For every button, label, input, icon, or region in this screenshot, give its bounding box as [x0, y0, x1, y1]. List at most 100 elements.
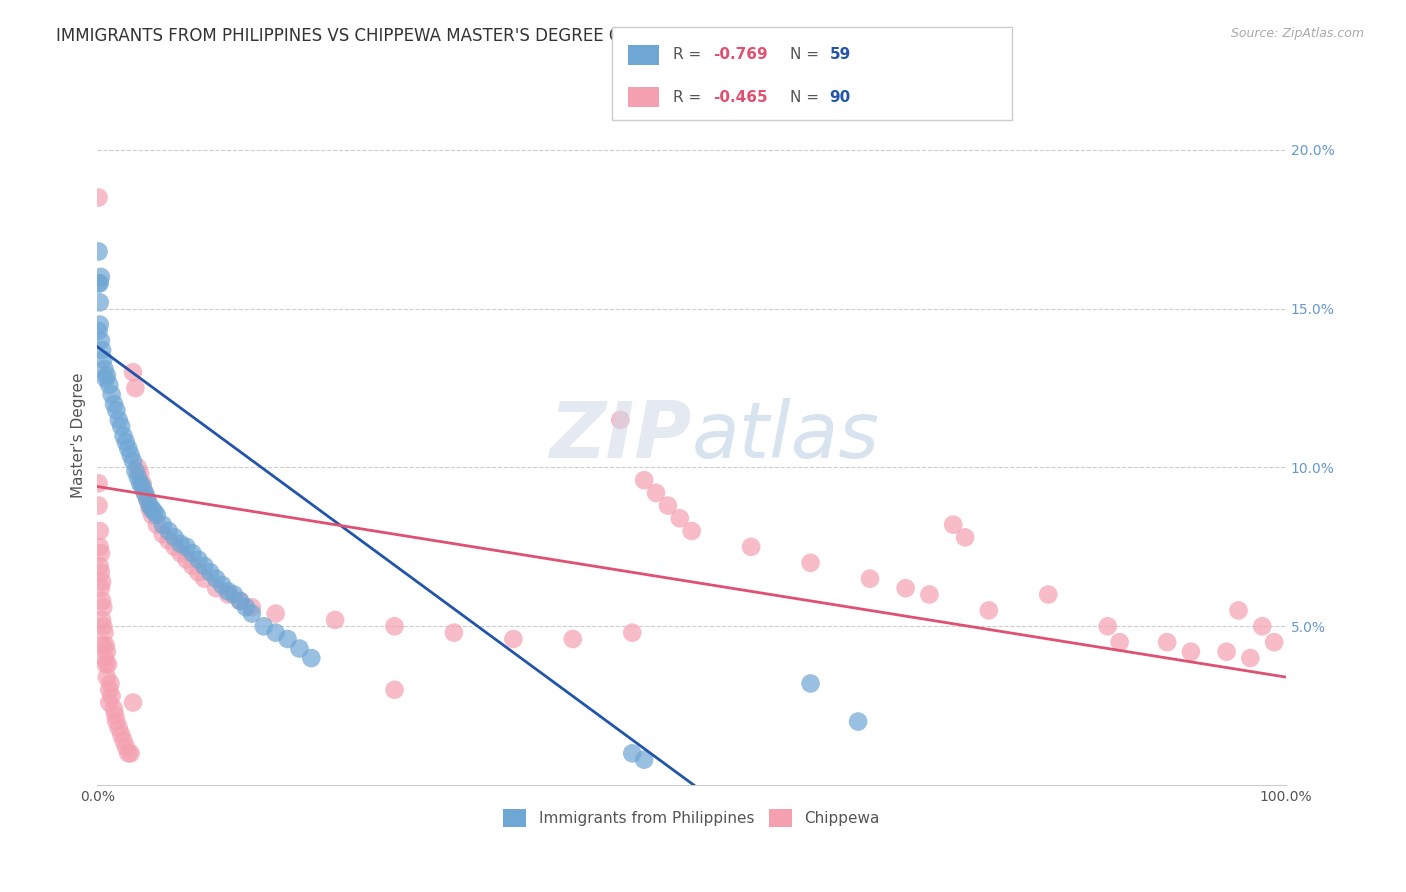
Point	[1108, 635, 1130, 649]
Point	[117, 747, 139, 761]
Point	[681, 524, 703, 538]
Point	[90, 581, 112, 595]
Point	[668, 511, 690, 525]
Point	[141, 508, 163, 522]
Point	[96, 670, 118, 684]
Point	[115, 435, 138, 450]
Point	[609, 413, 631, 427]
Point	[1263, 635, 1285, 649]
Point	[94, 638, 117, 652]
Point	[90, 334, 112, 348]
Point	[229, 594, 252, 608]
Text: -0.769: -0.769	[713, 47, 768, 62]
Point	[187, 552, 209, 566]
Point	[112, 733, 135, 747]
Point	[87, 499, 110, 513]
Point	[89, 318, 111, 332]
Point	[89, 540, 111, 554]
Point	[91, 638, 114, 652]
Point	[187, 566, 209, 580]
Point	[163, 540, 186, 554]
Point	[384, 682, 406, 697]
Point	[120, 747, 142, 761]
Point	[91, 619, 114, 633]
Point	[98, 378, 121, 392]
Point	[93, 362, 115, 376]
Point	[1097, 619, 1119, 633]
Point	[138, 501, 160, 516]
Point	[443, 625, 465, 640]
Point	[502, 632, 524, 646]
Text: N =: N =	[790, 47, 824, 62]
Point	[131, 479, 153, 493]
Point	[87, 190, 110, 204]
Point	[323, 613, 346, 627]
Point	[110, 727, 132, 741]
Point	[89, 277, 111, 291]
Point	[87, 476, 110, 491]
Text: ZIP: ZIP	[550, 398, 692, 474]
Point	[96, 368, 118, 383]
Point	[87, 277, 110, 291]
Point	[894, 581, 917, 595]
Point	[117, 442, 139, 456]
Point	[152, 527, 174, 541]
Point	[176, 552, 198, 566]
Point	[89, 558, 111, 573]
Point	[918, 588, 941, 602]
Point	[94, 371, 117, 385]
Point	[859, 572, 882, 586]
Point	[253, 619, 276, 633]
Point	[93, 651, 115, 665]
Point	[120, 448, 142, 462]
Point	[124, 381, 146, 395]
Text: 59: 59	[830, 47, 851, 62]
Point	[91, 600, 114, 615]
Point	[205, 581, 228, 595]
Point	[91, 574, 114, 589]
Point	[100, 387, 122, 401]
Point	[97, 657, 120, 672]
Point	[127, 470, 149, 484]
Point	[103, 397, 125, 411]
Point	[89, 295, 111, 310]
Point	[105, 403, 128, 417]
Point	[87, 324, 110, 338]
Text: 90: 90	[830, 89, 851, 104]
Point	[169, 537, 191, 551]
Point	[94, 657, 117, 672]
Point	[122, 454, 145, 468]
Point	[90, 566, 112, 580]
Point	[93, 625, 115, 640]
Point	[103, 702, 125, 716]
Point	[645, 486, 668, 500]
Point	[129, 467, 152, 481]
Point	[112, 428, 135, 442]
Point	[176, 540, 198, 554]
Point	[136, 492, 159, 507]
Point	[91, 613, 114, 627]
Point	[621, 747, 644, 761]
Point	[91, 594, 114, 608]
Point	[217, 588, 239, 602]
Point	[127, 460, 149, 475]
Point	[157, 533, 180, 548]
Point	[141, 501, 163, 516]
Point	[122, 365, 145, 379]
Point	[90, 269, 112, 284]
Point	[222, 588, 245, 602]
Point	[110, 419, 132, 434]
Text: Source: ZipAtlas.com: Source: ZipAtlas.com	[1230, 27, 1364, 40]
Point	[124, 464, 146, 478]
Point	[91, 343, 114, 357]
Point	[98, 696, 121, 710]
Point	[146, 508, 169, 522]
Point	[1156, 635, 1178, 649]
Point	[1038, 588, 1060, 602]
Point	[205, 572, 228, 586]
Point	[122, 696, 145, 710]
Point	[633, 753, 655, 767]
Point	[846, 714, 869, 729]
Point	[152, 517, 174, 532]
Point	[193, 558, 215, 573]
